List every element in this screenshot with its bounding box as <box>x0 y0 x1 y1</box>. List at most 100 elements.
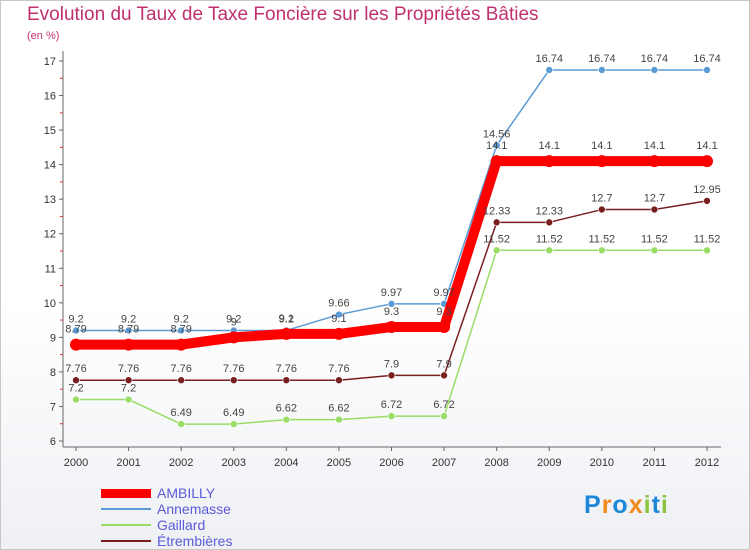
x-tick-label: 2007 <box>432 457 456 469</box>
proxiti-logo: Proxiti <box>584 491 669 520</box>
data-point <box>72 395 80 404</box>
legend-label: AMBILLY <box>157 485 216 501</box>
y-tick-label: 9 <box>50 332 56 344</box>
data-point <box>122 338 135 351</box>
y-tick-label: 12 <box>44 229 56 241</box>
data-point <box>387 300 396 308</box>
logo-letter: t <box>651 491 661 519</box>
data-label: 9.1 <box>331 313 346 325</box>
data-point <box>70 338 82 351</box>
data-label: 7.2 <box>68 383 83 395</box>
chart-title: Evolution du Taux de Taxe Foncière sur l… <box>27 4 539 25</box>
data-label: 6.72 <box>433 399 454 411</box>
y-tick-label: 11 <box>45 263 56 275</box>
y-tick-label: 13 <box>44 194 56 206</box>
data-label: 12.33 <box>483 205 511 217</box>
data-label: 11.52 <box>483 233 510 245</box>
legend-label: Annemasse <box>157 501 231 517</box>
data-label: 14.1 <box>696 140 717 152</box>
legend-item: Gaillard <box>101 517 301 533</box>
chart-axes: 6 7 8 9 10 11 12 13 14 15 16 17 2000 2001 2002 2003 2004… <box>44 51 721 469</box>
data-label: 7.76 <box>65 363 86 375</box>
data-label: 7.9 <box>384 358 399 370</box>
logo-letter: i <box>643 491 652 519</box>
data-point <box>648 155 661 168</box>
data-label: 9.2 <box>174 313 189 325</box>
data-point <box>175 338 188 351</box>
x-tick-label: 2004 <box>274 457 298 469</box>
x-tick-label: 2005 <box>327 457 351 469</box>
data-point <box>545 246 554 255</box>
data-point <box>545 66 554 74</box>
y-tick-label: 7 <box>50 401 56 413</box>
data-label: 14.1 <box>644 140 665 152</box>
data-label: 14.56 <box>483 128 511 140</box>
legend-swatch-annemasse <box>101 508 151 510</box>
x-tick-label: 2000 <box>64 457 88 469</box>
data-label: 7.76 <box>170 363 191 375</box>
data-label: 7.76 <box>223 363 244 375</box>
data-label: 9.66 <box>328 298 349 310</box>
data-label: 8.79 <box>118 324 139 336</box>
data-point <box>543 155 556 168</box>
data-point <box>703 246 711 255</box>
data-point <box>650 66 659 74</box>
data-label: 7.76 <box>118 363 139 375</box>
data-label: 16.74 <box>535 53 563 65</box>
data-point <box>703 66 711 74</box>
data-point <box>595 155 608 168</box>
data-point <box>385 321 398 333</box>
data-label: 9.2 <box>279 313 294 325</box>
legend-item: Étrembières <box>101 533 301 549</box>
data-label: 12.95 <box>693 184 721 196</box>
y-tick-label: 10 <box>44 298 56 310</box>
data-label: 9.1 <box>279 313 294 325</box>
logo-letter: P <box>584 491 602 519</box>
data-point <box>490 155 503 168</box>
data-point <box>492 141 501 150</box>
x-tick-label: 2003 <box>222 457 246 469</box>
x-tick-label: 2010 <box>590 457 614 469</box>
legend-swatch-ambilly <box>101 489 151 498</box>
data-point <box>387 371 396 380</box>
data-point <box>650 246 659 255</box>
legend-label: Étrembières <box>157 533 233 549</box>
data-label: 9 <box>231 316 237 328</box>
data-label: 6.62 <box>276 403 297 415</box>
data-label: 14.1 <box>591 140 612 152</box>
data-label: 7.76 <box>328 363 349 375</box>
data-point <box>332 327 345 340</box>
y-tick-label: 14 <box>44 160 56 172</box>
data-point <box>177 420 185 428</box>
x-tick-label: 2002 <box>169 457 193 469</box>
x-tick-label: 2011 <box>643 457 667 469</box>
data-point <box>124 395 133 404</box>
x-tick-label: 2008 <box>484 457 508 469</box>
data-label: 12.7 <box>591 193 612 205</box>
data-point <box>280 327 293 340</box>
data-label: 9.2 <box>121 313 136 325</box>
y-tick-label: 6 <box>50 436 56 448</box>
data-point <box>650 205 659 214</box>
data-point <box>598 66 606 74</box>
data-label: 6.49 <box>170 407 191 419</box>
data-point <box>598 205 606 214</box>
data-point <box>282 376 291 385</box>
x-tick-label: 2001 <box>116 457 140 469</box>
data-label: 12.33 <box>535 205 563 217</box>
data-label: 8.79 <box>65 324 86 336</box>
legend-item: AMBILLY <box>101 485 301 501</box>
data-point <box>492 218 501 227</box>
data-point <box>335 310 343 319</box>
data-label: 7.76 <box>276 363 297 375</box>
data-point <box>440 412 448 420</box>
data-label: 9.97 <box>381 287 402 299</box>
data-point <box>335 376 343 385</box>
data-point <box>545 218 554 227</box>
data-point <box>229 420 238 428</box>
legend: AMBILLY Annemasse Gaillard Étrembières <box>101 485 301 549</box>
data-point <box>492 246 501 255</box>
data-label: 9.97 <box>433 287 454 299</box>
data-point <box>701 155 713 168</box>
